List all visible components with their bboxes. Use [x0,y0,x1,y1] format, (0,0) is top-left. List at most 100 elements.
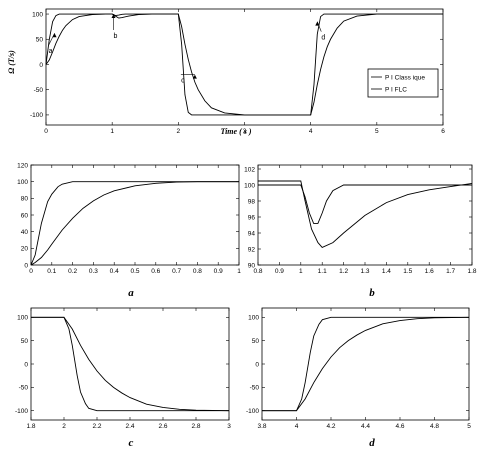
a-series-pi-classique-line [30,181,239,266]
caption-c: c [129,437,134,449]
a-x-tick-label: 0.8 [193,268,202,275]
c-x-tick-label: 2 [62,423,66,430]
c-x-tick-label: 2.4 [125,423,134,430]
b-x-tick-label: 1.3 [360,268,369,275]
main-annotation-arrowhead [111,14,116,19]
a-y-tick-label: 40 [21,229,29,236]
main-series-pi-flc-line [45,13,443,116]
d-plot-frame [261,307,470,421]
d-series-pi-flc-line [262,316,469,412]
main-x-tick-label: 6 [441,128,445,135]
d-y-tick-label: 0 [255,361,259,368]
b-series-pi-flc-line [258,184,472,224]
c-plot-frame [30,307,230,421]
d-x-tick-label: 4 [295,423,299,430]
d-y-tick-label: 50 [252,338,260,345]
d-series-pi-classique-line [262,316,470,412]
d-y-tick-label: -100 [246,408,259,415]
b-x-tick-label: 1.8 [467,268,476,275]
a-series-pi-flc-line [30,181,239,266]
zoom-chart-b: 0.8 0.9 1 1.1 1.2 1.3 1.4 1.5 1.6 1.7 1.8 90 92 94 96 9… [244,164,477,275]
main-x-tick-label: 1 [110,128,114,135]
c-y-tick-label: 100 [17,315,28,322]
c-x-tick-label: 3 [227,423,231,430]
a-x-tick-label: 0.3 [89,268,98,275]
a-x-tick-label: 0.7 [172,268,181,275]
a-x-tick-label: 0.6 [151,268,160,275]
b-y-tick-label: 100 [244,182,255,189]
b-x-tick-label: 0.9 [275,268,284,275]
a-x-tick-label: 0.1 [47,268,56,275]
d-x-tick-label: 3.8 [257,423,266,430]
main-x-tick-label: 0 [44,128,48,135]
caption-d: d [369,437,375,449]
c-x-tick-label: 2.6 [158,423,167,430]
b-x-tick-label: 1.5 [403,268,412,275]
d-y-tick-label: -50 [250,385,260,392]
c-y-tick-label: 0 [24,361,28,368]
legend-box [367,68,439,98]
legend: P I Class ique P I FLC [367,68,439,98]
main-annotation-label: a [49,48,53,55]
a-y-tick-label: 100 [17,179,28,186]
legend-label-flc: P I FLC [385,87,407,94]
main-x-tick-label: 2 [177,128,181,135]
caption-a: a [128,287,134,299]
a-plot-frame [30,164,240,266]
main-xlabel: Time ( s ) [220,127,251,136]
main-x-tick-label: 3 [243,128,247,135]
caption-b: b [369,287,375,299]
c-series-pi-flc-line [31,316,229,412]
c-x-tick-label: 2.8 [191,423,200,430]
a-y-tick-label: 20 [21,246,29,253]
c-x-tick-label: 1.8 [26,423,35,430]
b-x-tick-label: 1.2 [339,268,348,275]
a-y-tick-label: 60 [21,212,29,219]
c-y-tick-label: 50 [21,338,29,345]
main-y-tick-label: 100 [32,11,43,18]
d-x-tick-label: 4.6 [395,423,404,430]
c-series-pi-classique-line [31,316,230,412]
a-x-tick-label: 0 [29,268,33,275]
b-y-tick-label: 90 [248,262,256,269]
d-x-tick-label: 4.4 [361,423,370,430]
b-series-pi-classique-line [258,180,473,248]
main-plot-frame [45,8,444,126]
d-x-tick-label: 5 [467,423,471,430]
main-series-pi-classique-line [45,13,443,116]
a-x-tick-label: 0.9 [214,268,223,275]
main-annotation-label: b [114,33,118,40]
main-chart: 0 1 2 3 4 5 6 100 50 0 -50 -100 a b c d [30,8,445,135]
a-x-tick-label: 0.4 [110,268,119,275]
main-annotation-label: c [181,78,185,85]
main-y-tick-label: -50 [34,87,44,94]
main-annotation-label: d [321,35,325,42]
zoom-chart-c: 1.8 2 2.2 2.4 2.6 2.8 3 -100 -50 0 50 100 [15,307,231,430]
zoom-chart-a: 0 0.1 0.2 0.3 0.4 0.5 0.6 0.7 0.8 0.9 1 0 20 40 60 80 10… [17,162,241,275]
c-y-tick-label: -100 [15,408,28,415]
a-y-tick-label: 80 [21,196,29,203]
b-y-tick-label: 96 [248,214,256,221]
b-y-tick-label: 94 [248,230,256,237]
b-x-tick-label: 1.4 [382,268,391,275]
b-y-tick-label: 92 [248,246,256,253]
main-y-tick-label: 50 [36,37,44,44]
main-y-tick-label: 0 [39,62,43,69]
main-annotation-arrowhead [315,21,320,26]
zoom-chart-d: 3.8 4 4.2 4.4 4.6 4.8 5 -100 -50 0 50 100 [246,307,471,430]
a-y-tick-label: 120 [17,162,28,169]
b-x-tick-label: 1.6 [425,268,434,275]
main-annotation-arrowhead [192,74,197,79]
main-x-tick-label: 5 [375,128,379,135]
c-x-tick-label: 2.2 [92,423,101,430]
a-x-tick-label: 0.2 [68,268,77,275]
main-y-tick-label: -100 [30,112,43,119]
b-x-tick-label: 1.7 [446,268,455,275]
d-y-tick-label: 100 [248,315,259,322]
a-x-tick-label: 1 [237,268,241,275]
b-x-tick-label: 0.8 [253,268,262,275]
b-y-tick-label: 102 [244,166,255,173]
d-x-tick-label: 4.8 [430,423,439,430]
b-y-tick-label: 98 [248,198,256,205]
